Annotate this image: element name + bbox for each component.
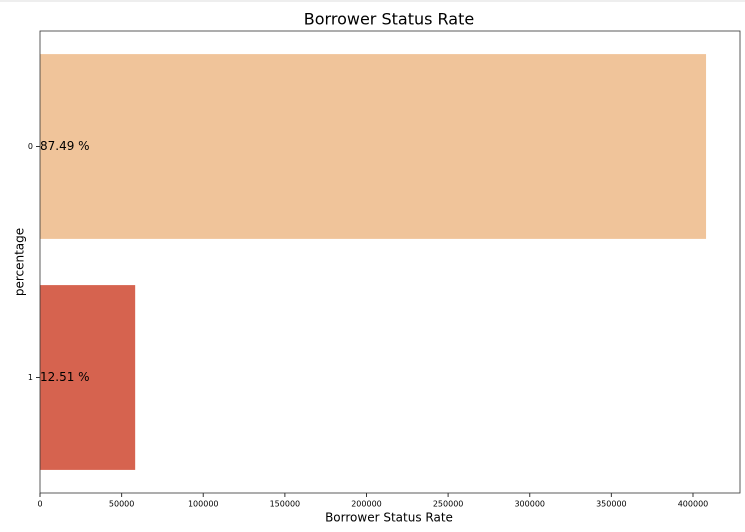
- bar: [40, 54, 707, 239]
- x-tick-label: 150000: [270, 500, 301, 509]
- x-tick-label: 200000: [351, 500, 382, 509]
- y-tick-label: 1: [28, 373, 33, 382]
- x-tick-label: 50000: [109, 500, 134, 509]
- bar-label: 12.51 %: [40, 370, 90, 384]
- y-tick-label: 0: [28, 142, 33, 151]
- x-tick-label: 400000: [678, 500, 709, 509]
- x-tick-label: 300000: [514, 500, 545, 509]
- x-axis-label: Borrower Status Rate: [325, 511, 453, 525]
- plot-area: 0 50000 100000 150000 200000 250000 300000 3500…: [28, 54, 709, 509]
- x-tick-label: 100000: [188, 500, 219, 509]
- bar: [40, 285, 136, 470]
- chart-title: Borrower Status Rate: [304, 10, 474, 29]
- x-tick-label: 0: [37, 500, 42, 509]
- bar-label: 87.49 %: [40, 139, 90, 153]
- y-axis-label: percentage: [13, 228, 27, 296]
- x-tick-label: 350000: [596, 500, 627, 509]
- x-tick-label: 250000: [433, 500, 464, 509]
- axes-frame: [39, 30, 741, 494]
